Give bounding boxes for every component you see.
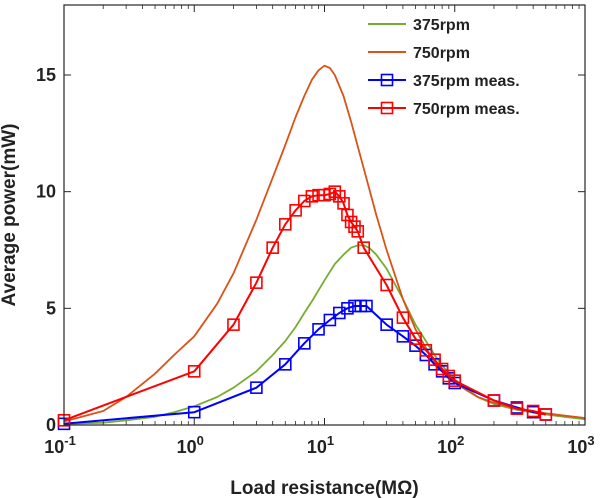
data-point-750rpm-meas (487, 394, 501, 407)
legend-label: 750rpm (413, 45, 470, 62)
y-tick-label: 5 (46, 298, 56, 318)
data-point-750rpm-meas (510, 402, 524, 415)
data-point-375rpm-meas (333, 306, 346, 320)
legend-item-375rpm-meas: 375rpm meas. (368, 73, 520, 90)
data-point-750rpm-meas (428, 353, 441, 366)
legend-label: 750rpm meas. (413, 101, 520, 118)
legend-label: 375rpm (413, 17, 470, 34)
x-axis-label: Load resistance(MΩ) (230, 478, 418, 498)
data-point-750rpm-meas (351, 225, 365, 238)
data-point-375rpm-meas (298, 337, 311, 350)
data-point-750rpm-meas (341, 208, 354, 222)
series-750rpm-meas (57, 185, 553, 427)
data-point-750rpm-meas (328, 185, 342, 198)
y-tick-label: 10 (36, 182, 56, 202)
data-point-750rpm-meas (333, 190, 346, 203)
data-point-375rpm-meas (380, 318, 393, 331)
data-point-375rpm-meas (278, 358, 292, 371)
data-point-750rpm-meas (344, 215, 358, 229)
data-point-375rpm-meas (187, 405, 201, 419)
data-point-750rpm-meas (526, 404, 540, 418)
data-point-375rpm-meas (396, 330, 410, 343)
data-point-750rpm-meas (305, 190, 319, 203)
x-tick-label: 102 (437, 433, 464, 457)
data-point-750rpm-meas (539, 408, 553, 421)
data-point-750rpm-meas (448, 374, 462, 387)
legend-label: 375rpm meas. (413, 73, 520, 90)
series-line-750rpm (63, 64, 586, 423)
y-tick-label: 0 (46, 415, 56, 435)
legend-marker (380, 73, 394, 87)
legend-item-375rpm: 375rpm (368, 17, 470, 34)
data-point-750rpm-meas (250, 276, 263, 289)
data-point-750rpm-meas (357, 241, 371, 254)
legend: 375rpm 750rpm 375rpm meas. 750rpm meas. (368, 17, 520, 118)
y-axis-label: Average power(mW) (0, 124, 20, 307)
x-tick-label: 10-1 (44, 433, 76, 457)
series-layer (57, 64, 586, 431)
data-point-750rpm-meas (380, 278, 393, 292)
data-point-375rpm-meas (323, 313, 337, 327)
data-point-750rpm-meas (187, 365, 201, 378)
data-point-750rpm-meas (348, 220, 361, 233)
data-point-750rpm-meas (278, 218, 292, 231)
series-line-375rpm-meas (63, 305, 546, 425)
data-point-750rpm-meas (435, 362, 449, 376)
legend-item-750rpm-meas: 750rpm meas. (368, 101, 520, 118)
data-point-750rpm-meas (419, 344, 433, 357)
legend-item-750rpm: 750rpm (368, 45, 470, 62)
data-point-375rpm-meas (360, 299, 373, 313)
data-point-750rpm-meas (289, 204, 302, 217)
data-point-750rpm-meas (266, 241, 279, 254)
data-point-750rpm-meas (396, 311, 410, 324)
data-point-750rpm-meas (409, 332, 422, 345)
data-point-750rpm-meas (227, 318, 240, 331)
legend-marker (380, 101, 394, 115)
y-tick-label: 15 (36, 65, 56, 85)
data-point-375rpm-meas (312, 323, 325, 336)
data-point-375rpm-meas (250, 381, 263, 394)
series-750rpm (63, 64, 586, 423)
data-point-375rpm-meas (341, 302, 354, 315)
data-point-750rpm-meas (298, 194, 311, 208)
